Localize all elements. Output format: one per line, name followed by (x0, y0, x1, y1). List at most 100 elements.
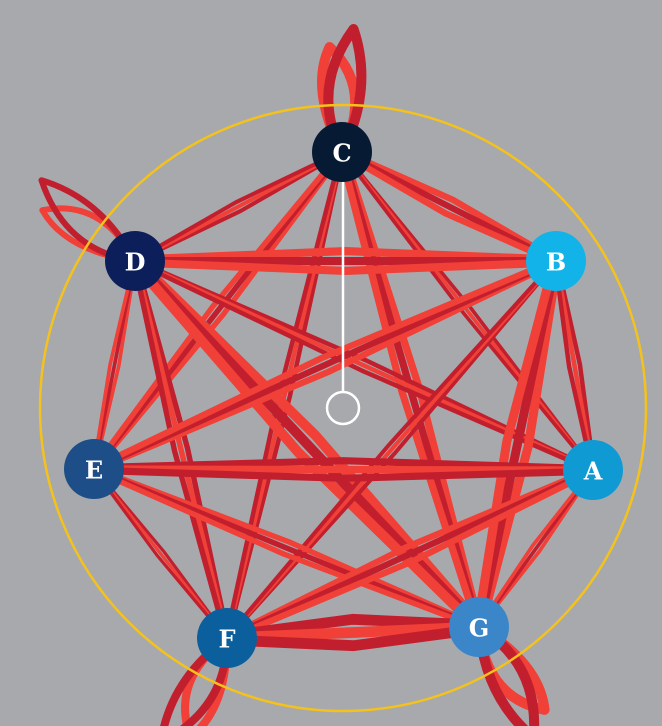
edge-E-G (92, 465, 481, 631)
edge-strand (93, 457, 594, 473)
edge-F-G (226, 613, 480, 652)
edge-C-E (91, 149, 345, 472)
node-circle (105, 231, 165, 291)
self-loop-G (474, 622, 550, 726)
edge-strand (478, 469, 596, 629)
node-label: A (583, 457, 603, 486)
edge-strand (225, 259, 558, 640)
node-circle (64, 439, 124, 499)
edge-C-D (133, 149, 344, 264)
node-d: D (105, 231, 165, 291)
node-label: F (218, 625, 235, 654)
edge-strand (132, 256, 485, 629)
edge-strand (553, 260, 596, 471)
edge-strand (91, 150, 345, 471)
node-e: E (64, 439, 124, 499)
edge-strand (92, 467, 480, 631)
edge-strand (91, 260, 137, 470)
self-loops-layer (38, 23, 550, 726)
edge-strand (225, 466, 594, 640)
edge-D-F (131, 260, 231, 639)
edge-strand (134, 258, 557, 275)
edge-strand (226, 621, 480, 644)
edge-strand (337, 151, 482, 629)
node-label: E (85, 456, 103, 485)
edge-strand (477, 468, 595, 629)
edge-B-F (224, 259, 559, 640)
edge-strand (226, 260, 559, 640)
center-circle (325, 390, 361, 426)
nodes-layer: C B A G F E D (64, 122, 623, 668)
edge-strand (92, 260, 138, 470)
edge-strand (92, 466, 481, 630)
edge-strand (341, 148, 559, 263)
edge-strand (552, 260, 595, 471)
edge-strand (476, 468, 594, 628)
self-loop-D (38, 177, 138, 264)
outer-ring (38, 103, 648, 713)
node-circle (526, 231, 586, 291)
edges-layer (91, 148, 597, 652)
edge-strand (340, 150, 595, 472)
edge-D-E (91, 260, 138, 470)
edge-strand (92, 258, 558, 472)
edge-A-G (476, 468, 596, 629)
node-label: G (469, 614, 490, 643)
edge-C-B (339, 148, 559, 265)
node-circle (563, 440, 623, 500)
edge-strand (93, 466, 594, 482)
edge-strand (226, 468, 595, 642)
edge-strand (341, 150, 595, 471)
edge-strand (93, 259, 558, 473)
node-circle (312, 122, 372, 182)
node-label: D (125, 248, 146, 277)
edge-E-A (93, 457, 594, 482)
edge-strand (93, 465, 481, 629)
edge-strand (134, 247, 557, 264)
node-b: B (526, 231, 586, 291)
edge-strand (93, 467, 229, 639)
edge-strand (92, 468, 229, 639)
edge-strand (92, 151, 345, 472)
edge-strand (339, 150, 557, 265)
edge-strand (225, 151, 346, 639)
edge-strand (134, 150, 343, 263)
edge-F-A (225, 466, 595, 642)
edge-strand (132, 260, 230, 639)
edge-strand (129, 259, 482, 632)
edge-B-A (552, 260, 597, 471)
self-loop-petal (38, 177, 138, 264)
node-circle (197, 608, 257, 668)
edge-strand (224, 151, 345, 639)
edge-strand (476, 260, 563, 629)
edge-strand (225, 467, 595, 641)
edge-strand (92, 468, 228, 640)
node-a: A (563, 440, 623, 500)
edge-C-A (340, 150, 595, 472)
node-circle (449, 597, 509, 657)
self-loop-petal (474, 622, 540, 726)
self-loop-C (317, 23, 367, 157)
edge-strand (554, 260, 597, 471)
node-f: F (197, 608, 257, 668)
edge-strand (134, 150, 344, 264)
edge-B-E (92, 257, 558, 473)
edge-strand (472, 259, 559, 628)
edge-strand (226, 623, 480, 652)
edge-strand (91, 149, 344, 470)
edge-D-B (134, 247, 557, 275)
edge-B-G (472, 259, 563, 629)
node-g: G (449, 597, 509, 657)
edge-E-F (92, 467, 229, 640)
edge-strand (133, 149, 343, 263)
node-label: C (332, 139, 351, 168)
self-loop-petal (323, 23, 367, 157)
edge-strand (92, 257, 557, 471)
self-loop-F (160, 634, 232, 726)
edge-strand (133, 260, 231, 639)
edge-strand (474, 260, 561, 628)
edge-strand (340, 149, 558, 264)
edge-strand (131, 257, 483, 631)
